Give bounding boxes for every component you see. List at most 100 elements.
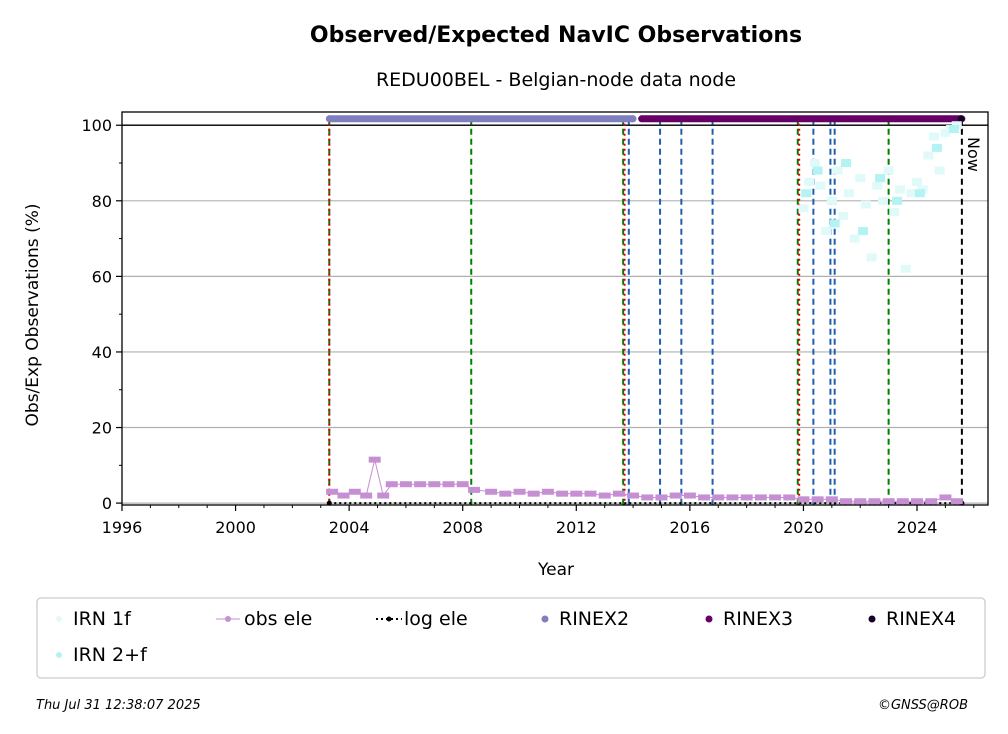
rinex3-point <box>638 115 646 123</box>
obs-ele-point <box>570 490 583 497</box>
obs-ele-point <box>939 494 952 501</box>
irn-1f-point <box>832 166 843 175</box>
legend-item: obs ele <box>216 608 312 630</box>
legend-item-label: IRN 2+f <box>73 644 148 666</box>
obs-ele-point <box>556 490 569 497</box>
chart-title: Observed/Expected NavIC Observations <box>310 23 802 48</box>
obs-ele-point <box>584 490 597 497</box>
legend-item-label: IRN 1f <box>73 608 132 630</box>
irn-2f-point <box>914 189 925 198</box>
now-label: Now <box>964 137 983 172</box>
irn-2f-point <box>948 125 959 134</box>
irn-1f-point <box>855 174 866 183</box>
x-tick-label: 2020 <box>783 518 824 537</box>
y-tick-label: 0 <box>102 494 112 513</box>
legend-item: log ele <box>376 608 468 630</box>
obs-ele-point <box>669 492 682 499</box>
irn-1f-point <box>912 177 923 186</box>
irn-1f-point <box>860 200 871 209</box>
irn-1f-point <box>929 132 940 141</box>
irn-1f-point <box>809 159 820 168</box>
irn-1f-point <box>883 166 894 175</box>
irn-2f-point <box>892 196 903 205</box>
irn-1f-point <box>894 185 905 194</box>
obs-ele-point <box>348 488 361 495</box>
plot-frame <box>121 111 989 506</box>
obs-ele-point <box>499 490 512 497</box>
grid-lines <box>122 124 988 504</box>
obs-ele-point <box>468 486 481 493</box>
legend-item-label: log ele <box>404 608 468 630</box>
legend-item-label: RINEX3 <box>723 608 793 630</box>
legend-marker-rinex2 <box>541 615 549 623</box>
obs-ele-point <box>840 498 853 505</box>
irn-1f-point <box>866 253 877 262</box>
obs-ele-point <box>712 494 725 501</box>
rinex2-point <box>325 115 333 123</box>
obs-ele-point <box>414 481 427 488</box>
irn-2f-point <box>812 166 823 175</box>
y-tick-label: 80 <box>92 192 112 211</box>
obs-ele-point <box>740 494 753 501</box>
x-tick-label: 2008 <box>442 518 483 537</box>
irn-2f-point <box>801 189 812 198</box>
obs-ele-point <box>377 492 390 499</box>
irn-1f-point <box>838 211 849 220</box>
legend-marker-irn-1f <box>56 616 62 622</box>
legend-item-label: obs ele <box>244 608 312 630</box>
x-tick-label: 2016 <box>670 518 711 537</box>
y-ticks: 0 20 40 60 80 100 <box>81 116 122 513</box>
y-tick-label: 20 <box>92 419 112 438</box>
obs-ele-point <box>797 496 810 503</box>
obs-ele-point <box>754 494 767 501</box>
legend-marker-rinex4 <box>868 615 876 623</box>
y-tick-label: 60 <box>92 267 112 286</box>
irn-1f-point <box>843 189 854 198</box>
rinex4-point <box>957 115 965 123</box>
obs-ele-point <box>825 496 838 503</box>
obs-ele-point <box>868 498 881 505</box>
irn-1f-point <box>826 196 837 205</box>
obs-ele-point <box>368 456 381 463</box>
irn-1f-point <box>923 151 934 160</box>
obs-ele-point <box>627 492 640 499</box>
irn-2f-point <box>931 143 942 152</box>
irn-1f-point <box>900 264 911 273</box>
obs-ele-point <box>326 488 339 495</box>
obs-ele-point <box>337 492 350 499</box>
x-tick-label: 1996 <box>102 518 143 537</box>
obs-ele-point <box>612 490 625 497</box>
obs-ele-point <box>698 494 711 501</box>
x-tick-label: 2004 <box>329 518 370 537</box>
obs-ele-point <box>683 492 696 499</box>
legend-item: RINEX3 <box>705 608 793 630</box>
legend-item-label: RINEX2 <box>559 608 629 630</box>
obs-ele-point <box>882 498 895 505</box>
x-ticks: 1996 2000 2004 2008 2012 2016 2020 2024 <box>102 505 975 537</box>
y-tick-label: 40 <box>92 343 112 362</box>
obs-ele-point <box>399 481 412 488</box>
obs-ele-point <box>485 488 498 495</box>
irn-2f-point <box>858 227 869 236</box>
irn-1f-point <box>877 196 888 205</box>
legend-marker-obs-ele <box>225 616 231 622</box>
legend: IRN 1f obs ele log ele RINEX2 RINEX3 RINEX4 IR… <box>56 608 956 666</box>
obs-ele-point <box>513 488 526 495</box>
obs-ele-point <box>769 494 782 501</box>
obs-ele-point <box>950 498 963 505</box>
legend-marker-irn-2f <box>56 652 62 658</box>
irn-1f-point <box>798 204 809 213</box>
obs-ele-point <box>385 481 398 488</box>
obs-ele-point <box>428 481 441 488</box>
legend-marker-log-ele <box>386 616 392 622</box>
rinex2-point <box>629 115 637 123</box>
irn-2f-point <box>829 219 840 228</box>
obs-ele-point <box>854 498 867 505</box>
irn-1f-point <box>906 189 917 198</box>
x-tick-label: 2012 <box>556 518 597 537</box>
y-tick-label: 100 <box>81 116 112 135</box>
obs-ele-point <box>811 496 824 503</box>
legend-item-label: RINEX4 <box>886 608 956 630</box>
irn-1f-point <box>849 234 860 243</box>
